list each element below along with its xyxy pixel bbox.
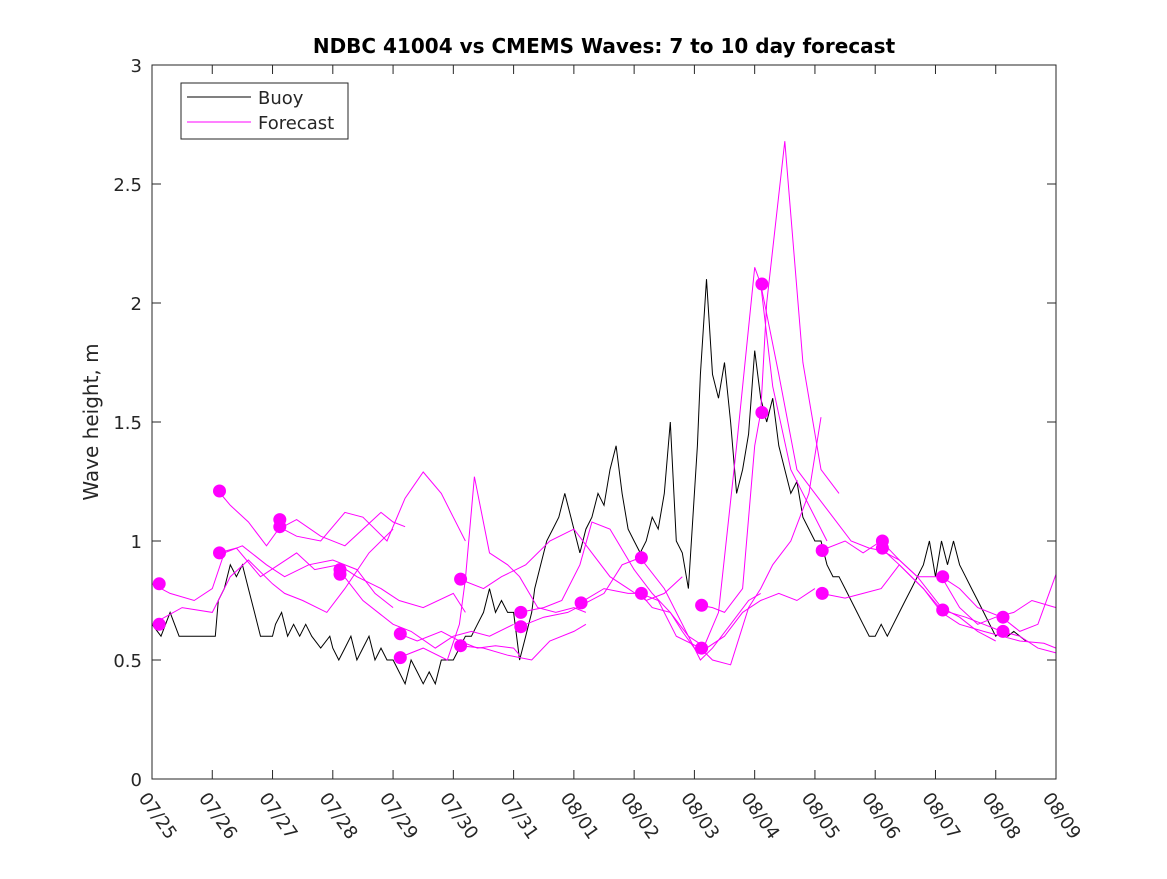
x-tick-label: 08/04 <box>737 789 784 844</box>
y-tick-label: 0.5 <box>113 651 142 672</box>
forecast-series-line <box>217 490 406 547</box>
x-tick-label: 07/27 <box>254 789 301 844</box>
forecast-series-line <box>338 569 514 649</box>
forecast-start-marker <box>755 406 769 419</box>
forecast-series-line <box>278 471 466 542</box>
forecast-start-marker <box>514 620 528 634</box>
y-tick-label: 2 <box>131 294 142 315</box>
forecast-start-marker <box>695 641 709 655</box>
forecast-start-marker <box>996 610 1010 624</box>
forecast-start-marker <box>152 577 166 591</box>
x-tick-label: 08/09 <box>1038 789 1085 844</box>
forecast-series-line <box>519 521 761 661</box>
forecast-start-marker <box>936 603 950 617</box>
forecast-start-marker <box>574 596 588 610</box>
x-tick-label: 07/31 <box>496 789 543 844</box>
forecast-series-line <box>760 283 996 642</box>
forecast-start-marker <box>273 520 287 534</box>
forecast-start-marker <box>936 570 950 584</box>
x-tick-label: 08/01 <box>556 789 603 844</box>
y-tick-label: 0 <box>131 770 142 791</box>
forecast-start-marker <box>514 605 528 619</box>
y-tick-label: 3 <box>131 56 142 77</box>
forecast-start-marker <box>213 546 226 560</box>
legend-box <box>180 82 349 140</box>
x-tick-label: 08/07 <box>917 789 964 844</box>
forecast-start-marker <box>454 639 468 653</box>
y-tick-label: 1.5 <box>113 413 142 434</box>
forecast-start-marker <box>634 586 648 600</box>
forecast-start-marker <box>634 551 648 565</box>
forecast-start-marker <box>333 567 347 581</box>
plot-background <box>152 65 1056 779</box>
chart-title: NDBC 41004 vs CMEMS Waves: 7 to 10 day f… <box>313 34 896 58</box>
legend: Buoy Forecast <box>180 82 349 140</box>
forecast-series-line <box>398 476 587 661</box>
forecast-series-line <box>639 267 828 649</box>
forecast-start-marker <box>213 484 226 498</box>
forecast-series-line <box>880 547 1057 649</box>
forecast-start-marker <box>815 544 829 557</box>
forecast-series-line <box>151 545 394 608</box>
y-tick-label: 1 <box>131 532 142 553</box>
forecast-series-line <box>459 528 683 602</box>
legend-label-buoy: Buoy <box>258 88 304 109</box>
forecast-start-marker <box>152 617 166 631</box>
forecast-series-line <box>398 630 520 656</box>
legend-label-forecast: Forecast <box>258 113 334 134</box>
forecast-start-marker <box>996 624 1010 638</box>
x-tick-label: 07/25 <box>134 789 181 844</box>
x-tick-label: 08/03 <box>676 789 723 844</box>
forecast-start-marker <box>815 586 829 600</box>
forecast-series-line <box>459 623 587 661</box>
forecast-start-marker <box>875 541 889 555</box>
x-tick-label: 07/28 <box>315 789 362 844</box>
x-tick-label: 08/06 <box>857 789 904 844</box>
forecast-start-marker <box>393 627 407 641</box>
y-tick-label: 2.5 <box>113 175 142 196</box>
forecast-start-marker <box>695 598 709 612</box>
forecast-start-marker <box>393 651 407 665</box>
forecast-start-marker <box>454 572 468 586</box>
x-tick-label: 07/29 <box>375 789 422 844</box>
x-tick-label: 08/08 <box>978 789 1025 844</box>
x-tick-label: 07/30 <box>435 789 482 844</box>
y-axis-label: Wave height, m <box>79 343 103 500</box>
marker-group <box>152 277 1010 665</box>
forecast-series-line <box>579 417 822 666</box>
buoy-series-line <box>151 279 1027 686</box>
forecast-start-marker <box>755 277 769 291</box>
x-tick-label: 08/02 <box>616 789 663 844</box>
x-tick-label: 07/26 <box>194 789 241 844</box>
x-tick-label: 08/05 <box>797 789 844 844</box>
